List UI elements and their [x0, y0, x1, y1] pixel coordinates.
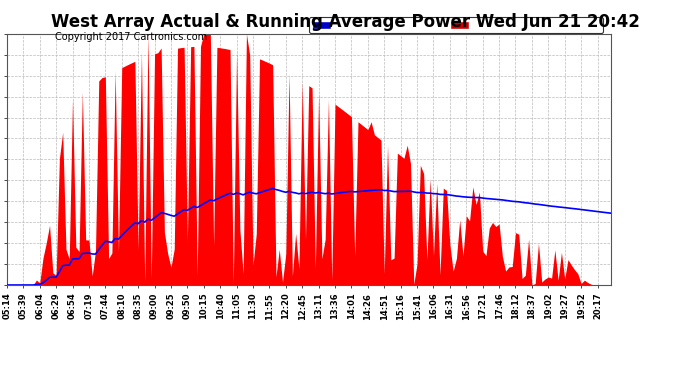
Text: West Array Actual & Running Average Power Wed Jun 21 20:42: West Array Actual & Running Average Powe… [50, 13, 640, 31]
Legend: Average  (DC Watts), West Array  (DC Watts): Average (DC Watts), West Array (DC Watts… [309, 17, 603, 33]
Text: Copyright 2017 Cartronics.com: Copyright 2017 Cartronics.com [55, 32, 207, 42]
